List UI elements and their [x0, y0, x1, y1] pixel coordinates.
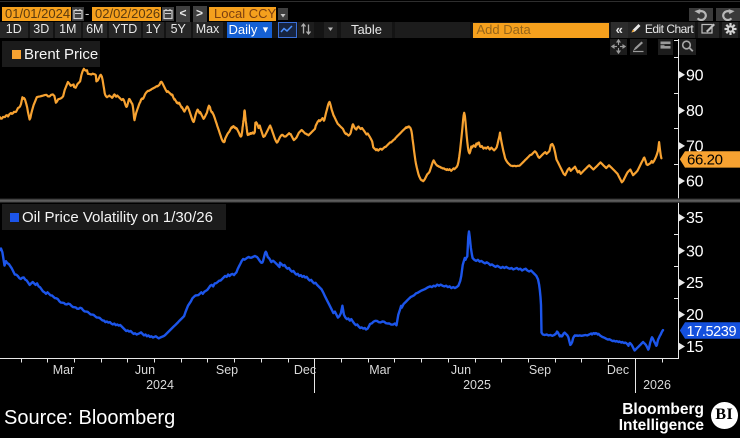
svg-text:90: 90	[686, 67, 704, 84]
svg-text:35: 35	[686, 210, 704, 227]
svg-text:80: 80	[686, 103, 704, 120]
svg-text:17.5239: 17.5239	[687, 324, 737, 340]
svg-text:2024: 2024	[146, 378, 174, 392]
svg-text:Sep: Sep	[216, 363, 238, 377]
svg-text:20: 20	[686, 307, 704, 324]
svg-text:Sep: Sep	[529, 363, 551, 377]
svg-text:Jun: Jun	[451, 363, 471, 377]
svg-text:Mar: Mar	[53, 363, 75, 377]
svg-text:Dec: Dec	[294, 363, 316, 377]
svg-text:66.20: 66.20	[687, 152, 723, 169]
svg-text:25: 25	[686, 275, 704, 292]
svg-text:Mar: Mar	[369, 363, 391, 377]
svg-text:Jun: Jun	[135, 363, 155, 377]
svg-text:30: 30	[686, 243, 704, 260]
svg-text:15: 15	[686, 339, 704, 356]
svg-text:2026: 2026	[643, 378, 671, 392]
svg-text:2025: 2025	[463, 378, 491, 392]
svg-text:Dec: Dec	[607, 363, 629, 377]
svg-text:60: 60	[686, 174, 704, 191]
